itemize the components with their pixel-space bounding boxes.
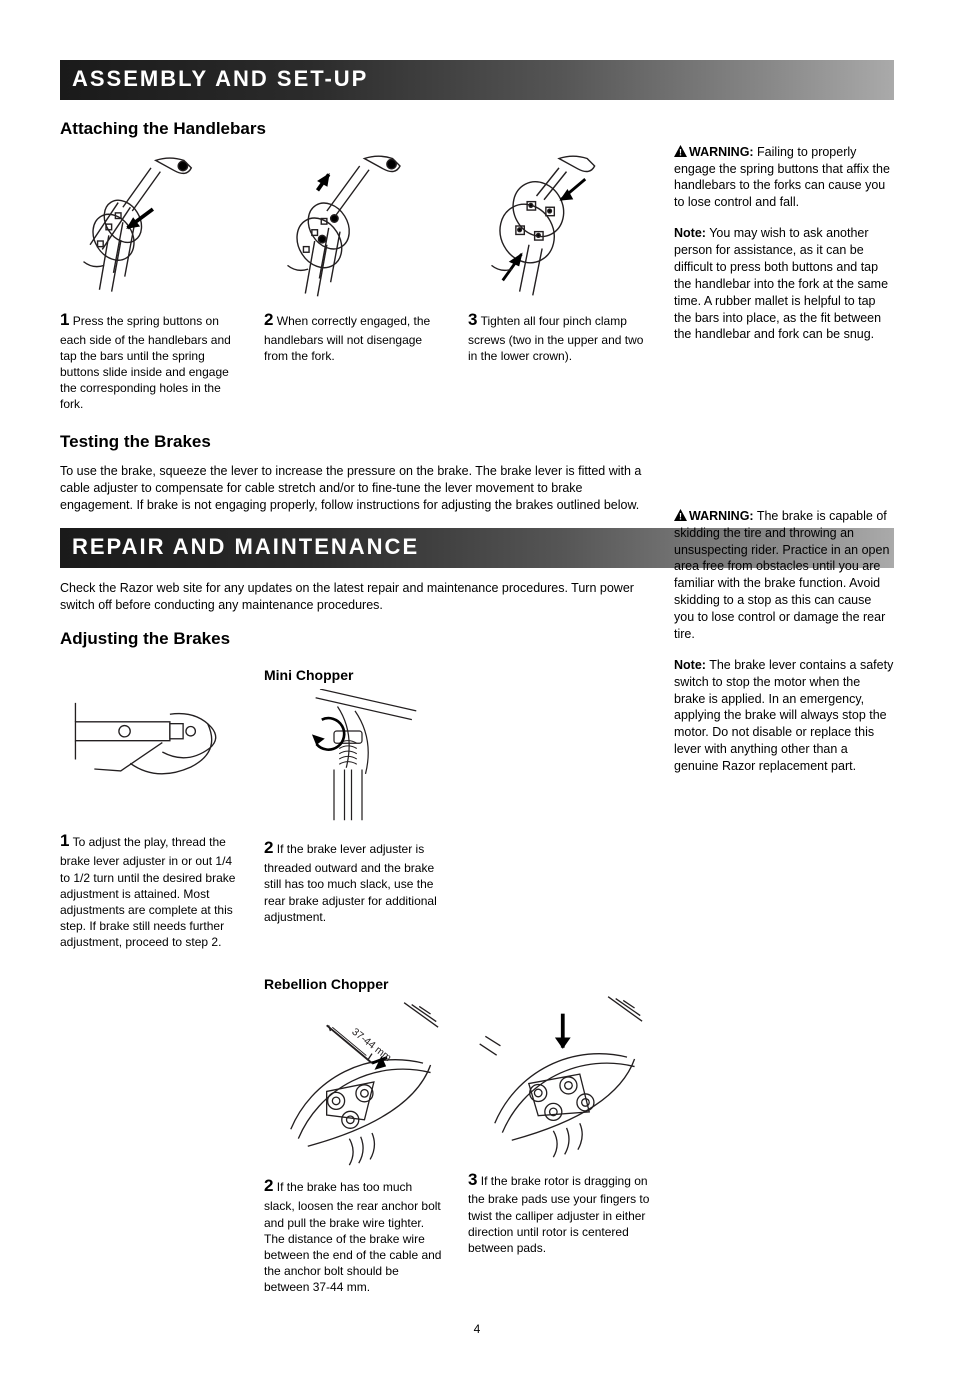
- repair-left: Check the Razor web site for any updates…: [60, 580, 650, 1314]
- handlebar-step-3: 3 Tighten all four pinch clamp screws (t…: [468, 151, 650, 413]
- step-body: If the brake has too much slack, loosen …: [264, 1180, 441, 1294]
- assembly-left: Attaching the Handlebars: [60, 112, 650, 528]
- warning-brake: ! WARNING: The brake is capable of skiddi…: [674, 508, 894, 643]
- adjust-step-1: 1 To adjust the play, thread the brake l…: [60, 660, 242, 950]
- testing-brakes-text: To use the brake, squeeze the lever to i…: [60, 463, 650, 514]
- note-assistance: Note: You may wish to ask another person…: [674, 225, 894, 343]
- step-body: If the brake lever adjuster is threaded …: [264, 842, 437, 924]
- note-text: The brake lever contains a safety switch…: [674, 658, 893, 773]
- repair-intro-text: Check the Razor web site for any updates…: [60, 580, 650, 614]
- rebellion-spacer: [60, 969, 242, 1296]
- adjust-step-1-text: 1 To adjust the play, thread the brake l…: [60, 830, 242, 950]
- adjust-step-2-rebellion: Rebellion Chopper: [264, 969, 446, 1296]
- adjust-step-2-mini-text: 2 If the brake lever adjuster is threade…: [264, 837, 446, 925]
- step-body: If the brake rotor is dragging on the br…: [468, 1174, 649, 1256]
- measurement-label: 37-44 mm: [349, 1027, 393, 1064]
- handlebar-fig-2: [264, 151, 446, 301]
- warning-icon: !: [674, 509, 687, 521]
- adjust-step-2-mini: Mini Chopper: [264, 660, 446, 950]
- svg-text:!: !: [679, 147, 682, 157]
- adjust-row-1-spacer: [468, 660, 650, 950]
- note-label: Note:: [674, 658, 706, 672]
- adjust-step-3-rebellion-text: 3 If the brake rotor is dragging on the …: [468, 1169, 650, 1257]
- svg-text:!: !: [679, 511, 682, 521]
- step-body: To adjust the play, thread the brake lev…: [60, 835, 235, 949]
- warning-label: WARNING:: [689, 509, 754, 523]
- handlebar-step-2-text: 2 When correctly engaged, the handlebars…: [264, 309, 446, 364]
- note-brake-lever: Note: The brake lever contains a safety …: [674, 657, 894, 775]
- step-body: When correctly engaged, the handlebars w…: [264, 314, 430, 363]
- note-label: Note:: [674, 226, 706, 240]
- warning-label: WARNING:: [689, 145, 754, 159]
- warning-handlebar: !WARNING: Failing to properly engage the…: [674, 144, 894, 212]
- brake-lever-fig: [60, 682, 242, 822]
- attaching-heading: Attaching the Handlebars: [60, 118, 650, 141]
- step-body: Press the spring buttons on each side of…: [60, 314, 231, 412]
- warning-text: The brake is capable of skidding the tir…: [674, 509, 889, 641]
- adjust-step-2-rebellion-text: 2 If the brake has too much slack, loose…: [264, 1175, 446, 1295]
- mini-chopper-fig: [264, 689, 446, 829]
- mini-chopper-heading: Mini Chopper: [264, 666, 446, 685]
- handlebar-fig-3: [468, 151, 650, 301]
- handlebar-step-1: 1 Press the spring buttons on each side …: [60, 151, 242, 413]
- adjust-row-1: 1 To adjust the play, thread the brake l…: [60, 660, 650, 950]
- assembly-banner: ASSEMBLY AND SET-UP: [60, 60, 894, 100]
- handlebar-step-2: 2 When correctly engaged, the handlebars…: [264, 151, 446, 413]
- rebellion-chopper-heading: Rebellion Chopper: [264, 975, 446, 994]
- assembly-layout: Attaching the Handlebars: [60, 112, 894, 528]
- step-body: Tighten all four pinch clamp screws (two…: [468, 314, 643, 363]
- page-number: 4: [60, 1321, 894, 1337]
- repair-layout: Check the Razor web site for any updates…: [60, 580, 894, 1314]
- handlebar-step-1-text: 1 Press the spring buttons on each side …: [60, 309, 242, 413]
- adjusting-heading: Adjusting the Brakes: [60, 628, 650, 651]
- handlebar-fig-1: [60, 151, 242, 301]
- handlebar-step-3-text: 3 Tighten all four pinch clamp screws (t…: [468, 309, 650, 364]
- rebellion-fig-3: [468, 991, 650, 1161]
- repair-sidebar: !WARNING: The brake is capable of skiddi…: [674, 580, 894, 1314]
- rebellion-fig-2: 37-44 mm: [264, 997, 446, 1167]
- adjust-step-3-rebellion: 3 If the brake rotor is dragging on the …: [468, 969, 650, 1296]
- warning-icon: !: [674, 145, 687, 157]
- handlebar-steps-row: 1 Press the spring buttons on each side …: [60, 151, 650, 413]
- adjust-row-2: Rebellion Chopper: [60, 969, 650, 1296]
- assembly-sidebar: !WARNING: Failing to properly engage the…: [674, 112, 894, 528]
- note-text: You may wish to ask another person for a…: [674, 226, 888, 341]
- testing-heading: Testing the Brakes: [60, 431, 650, 454]
